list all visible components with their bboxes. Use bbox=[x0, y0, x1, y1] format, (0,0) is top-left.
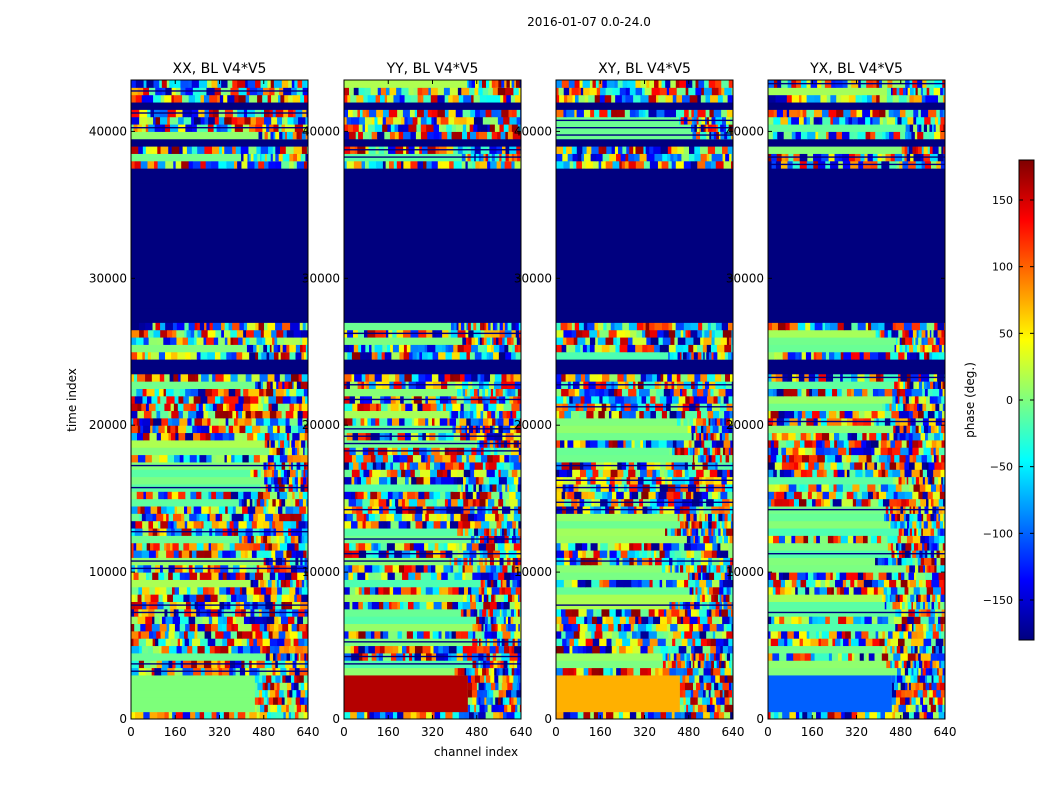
panel-1: XX, BL V4*V5 0 160 320 480 640 0 10000 20000 3000… bbox=[89, 61, 320, 739]
y-tick-label: 10000 bbox=[726, 565, 764, 579]
x-tick-label: 480 bbox=[252, 725, 275, 739]
y-tick-label: 20000 bbox=[302, 418, 340, 432]
y-tick-label: 20000 bbox=[89, 418, 127, 432]
panel-1-image bbox=[131, 80, 308, 719]
panel-3: XY, BL V4*V5 0 160 320 480 640 0 10000 20000 3000… bbox=[514, 61, 745, 739]
panel-1-title: XX, BL V4*V5 bbox=[173, 61, 267, 77]
x-axis-label: channel index bbox=[434, 745, 518, 759]
y-tick-label: 40000 bbox=[302, 124, 340, 138]
y-tick-label: 0 bbox=[332, 712, 340, 726]
y-tick-label: 0 bbox=[756, 712, 764, 726]
panel-2-title: YY, BL V4*V5 bbox=[386, 61, 479, 77]
x-tick-label: 480 bbox=[465, 725, 488, 739]
x-tick-label: 640 bbox=[934, 725, 957, 739]
y-tick-label: 30000 bbox=[89, 271, 127, 285]
x-tick-label: 320 bbox=[208, 725, 231, 739]
x-tick-label: 640 bbox=[510, 725, 533, 739]
x-tick-label: 640 bbox=[297, 725, 320, 739]
x-tick-label: 0 bbox=[127, 725, 135, 739]
panel-3-image bbox=[556, 80, 733, 719]
y-tick-label: 20000 bbox=[726, 418, 764, 432]
panel-4-image bbox=[768, 80, 945, 719]
y-tick-label: 20000 bbox=[514, 418, 552, 432]
panel-2-image bbox=[344, 80, 521, 719]
colorbar-tick-label: 100 bbox=[992, 261, 1013, 274]
y-tick-label: 10000 bbox=[89, 565, 127, 579]
x-tick-label: 160 bbox=[801, 725, 824, 739]
y-tick-label: 40000 bbox=[514, 124, 552, 138]
y-axis-label: time index bbox=[65, 368, 79, 432]
x-tick-label: 640 bbox=[722, 725, 745, 739]
y-tick-label: 0 bbox=[544, 712, 552, 726]
y-tick-label: 30000 bbox=[726, 271, 764, 285]
x-tick-label: 0 bbox=[340, 725, 348, 739]
x-tick-label: 320 bbox=[421, 725, 444, 739]
colorbar-tick-label: 0 bbox=[1006, 394, 1013, 407]
x-tick-label: 0 bbox=[764, 725, 772, 739]
x-tick-label: 480 bbox=[889, 725, 912, 739]
x-tick-label: 320 bbox=[633, 725, 656, 739]
x-tick-label: 320 bbox=[845, 725, 868, 739]
y-tick-label: 40000 bbox=[89, 124, 127, 138]
panel-2: YY, BL V4*V5 0 160 320 480 640 0 10000 20000 3000… bbox=[302, 61, 533, 739]
x-tick-label: 0 bbox=[552, 725, 560, 739]
y-tick-label: 10000 bbox=[514, 565, 552, 579]
y-tick-label: 0 bbox=[119, 712, 127, 726]
x-tick-label: 160 bbox=[589, 725, 612, 739]
panel-3-title: XY, BL V4*V5 bbox=[598, 61, 691, 77]
y-tick-label: 40000 bbox=[726, 124, 764, 138]
y-tick-label: 30000 bbox=[302, 271, 340, 285]
colorbar-tick-label: −50 bbox=[990, 461, 1013, 474]
colorbar-tick-label: 150 bbox=[992, 194, 1013, 207]
y-tick-label: 30000 bbox=[514, 271, 552, 285]
colorbar-tick-label: 50 bbox=[999, 327, 1013, 340]
y-tick-label: 10000 bbox=[302, 565, 340, 579]
x-tick-label: 160 bbox=[377, 725, 400, 739]
colorbar-label: phase (deg.) bbox=[963, 362, 977, 438]
colorbar: 150 100 50 0 −50 −100 −150 bbox=[983, 159, 1035, 641]
x-tick-label: 480 bbox=[677, 725, 700, 739]
panel-4-title: YX, BL V4*V5 bbox=[809, 61, 903, 77]
panels-group: XX, BL V4*V5 0 160 320 480 640 0 10000 20000 3000… bbox=[89, 61, 957, 739]
colorbar-tick-label: −100 bbox=[983, 527, 1013, 540]
x-tick-label: 160 bbox=[164, 725, 187, 739]
colorbar-tick-label: −150 bbox=[983, 594, 1013, 607]
panel-4: YX, BL V4*V5 0 160 320 480 640 0 10000 20000 3000… bbox=[726, 61, 957, 739]
figure-suptitle: 2016-01-07 0.0-24.0 bbox=[527, 15, 651, 29]
